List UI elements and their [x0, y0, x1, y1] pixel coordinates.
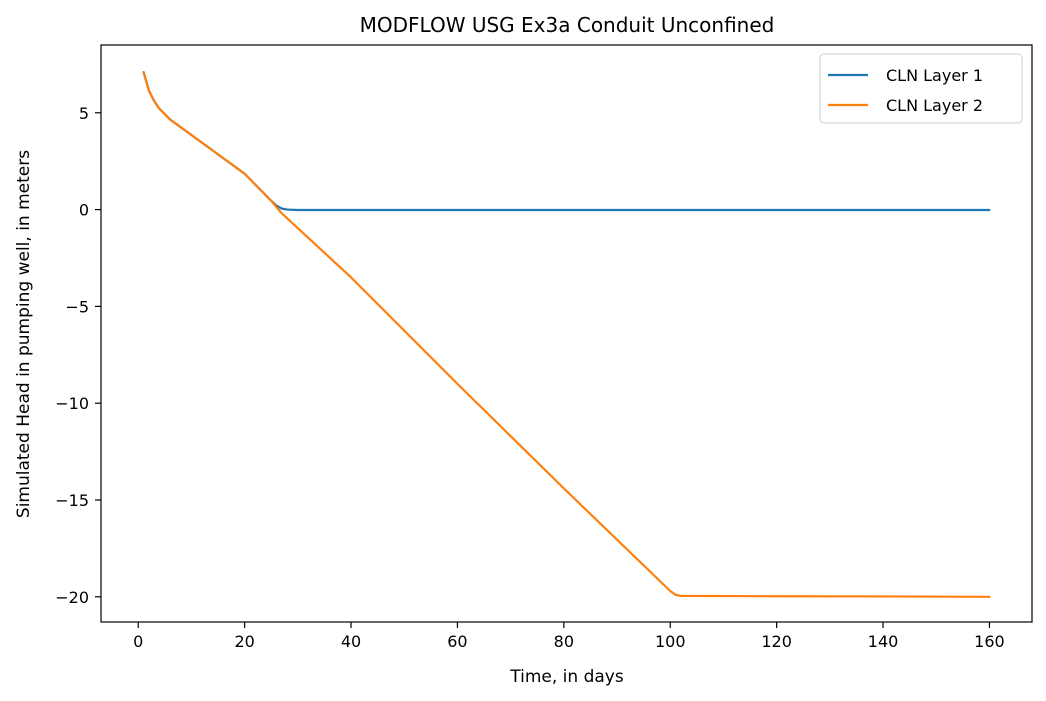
plot-frame [100, 44, 1033, 623]
y-tick-label: −5 [65, 297, 89, 316]
x-axis-label: Time, in days [509, 667, 624, 687]
y-tick-label: −10 [55, 394, 89, 413]
x-tick-label: 100 [655, 632, 686, 651]
x-tick-label: 120 [761, 632, 792, 651]
legend-box [819, 53, 1023, 124]
x-tick-label: 20 [234, 632, 254, 651]
chart-title: MODFLOW USG Ex3a Conduit Unconfined [360, 13, 775, 37]
x-tick-label: 80 [554, 632, 574, 651]
y-axis-label: Simulated Head in pumping well, in meter… [14, 150, 34, 518]
plot-area [142, 71, 991, 598]
legend-label-2: CLN Layer 2 [886, 96, 983, 115]
y-tick-label: −20 [55, 588, 89, 607]
series-line-2 [142, 71, 991, 598]
x-axis: 0 20 40 60 80 100 120 140 160 [133, 622, 1005, 651]
y-tick-label: −15 [55, 491, 89, 510]
y-axis: −20 −15 −10 −5 0 5 [55, 104, 101, 607]
legend: CLN Layer 1 CLN Layer 2 [819, 53, 1023, 124]
y-tick-label: 0 [79, 201, 89, 220]
x-tick-label: 140 [868, 632, 899, 651]
x-tick-label: 160 [974, 632, 1005, 651]
x-tick-label: 60 [447, 632, 467, 651]
x-tick-label: 0 [133, 632, 143, 651]
y-tick-label: 5 [79, 104, 89, 123]
x-tick-label: 40 [341, 632, 361, 651]
legend-label-1: CLN Layer 1 [886, 66, 983, 85]
